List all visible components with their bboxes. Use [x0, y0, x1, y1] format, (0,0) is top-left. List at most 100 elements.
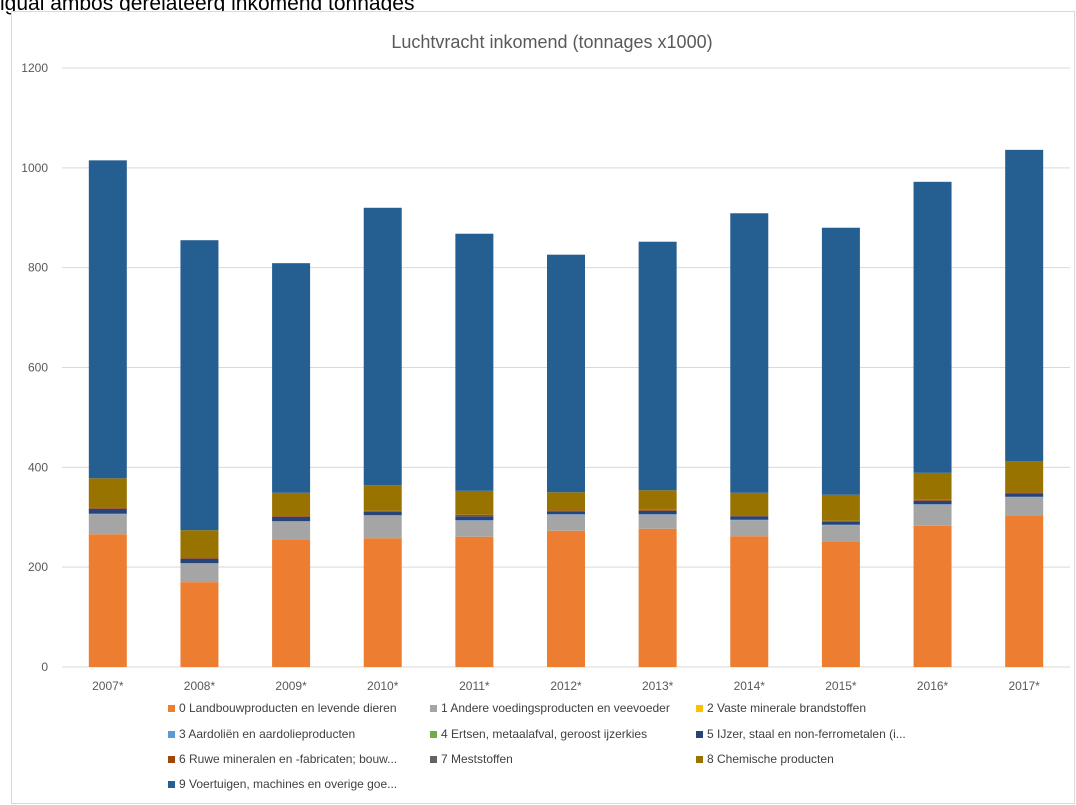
x-tick-label: 2013*	[642, 679, 674, 693]
legend-swatch	[696, 704, 703, 712]
bar-segment-2010-s8	[363, 485, 402, 511]
legend-swatch	[696, 730, 703, 738]
chart-svg: Luchtvracht inkomend (tonnages x1000) 0 2…	[21, 32, 1070, 693]
bar-segment-2011-s5	[455, 516, 494, 521]
legend-label: 3 Aardoliën en aardolieproducten	[179, 727, 356, 741]
bar-segment-2016-s5	[913, 500, 952, 505]
bar-segment-2008-s1	[180, 563, 219, 583]
bar-segment-2012-s8	[547, 492, 585, 511]
y-tick-label: 400	[28, 460, 48, 474]
legend-label: 9 Voertuigen, machines en overige goe...	[179, 777, 398, 791]
bar-segment-2008-s5	[180, 558, 219, 564]
bar-segment-2015-s8	[821, 494, 860, 521]
bar-segment-2016-s0	[913, 525, 952, 667]
bar-segment-2009-s8	[272, 492, 311, 516]
bar-segment-2016-s6	[913, 499, 952, 501]
bar-segment-2015-s1	[821, 525, 860, 542]
bar-segment-2010-s1	[363, 515, 402, 539]
bar-segment-2013-s8	[638, 490, 677, 510]
bar-segment-2016-s8	[913, 472, 952, 500]
bar-segment-2017-s9	[1005, 149, 1044, 462]
bar-segment-2011-s9	[455, 233, 494, 491]
bar-segment-2015-s6	[821, 520, 860, 522]
legend-label: 0 Landbouwproducten en levende dieren	[179, 701, 397, 715]
bar-segment-2012-s9	[547, 254, 585, 493]
bar-segment-2015-s9	[821, 227, 860, 495]
bar-segment-2009-s5	[272, 516, 311, 522]
legend-swatch	[168, 780, 175, 788]
bar-segment-2007-s9	[88, 160, 127, 479]
bar-segment-2008-s6	[180, 557, 219, 559]
bar-segment-2014-s9	[730, 213, 769, 493]
bar-segment-2012-s1	[547, 514, 585, 531]
y-tick-label: 200	[28, 560, 48, 574]
y-tick-label: 600	[28, 361, 48, 375]
x-tick-label: 2017*	[1008, 679, 1040, 693]
bar-segment-2015-s5	[821, 521, 860, 525]
legend-label: 2 Vaste minerale brandstoffen	[707, 701, 866, 715]
bar-segment-2011-s0	[455, 536, 494, 667]
x-tick-label: 2007*	[92, 679, 124, 693]
bar-segment-2010-s0	[363, 538, 402, 667]
legend-swatch	[696, 755, 703, 763]
chart-area: Luchtvracht inkomend (tonnages x1000) 0 2…	[11, 11, 1075, 804]
x-tick-label: 2016*	[917, 679, 949, 693]
x-tick-label: 2009*	[275, 679, 307, 693]
x-tick-label: 2008*	[184, 679, 216, 693]
bar-segment-2007-s5	[88, 508, 127, 514]
legend-label: 5 IJzer, staal en non-ferrometalen (i...	[707, 727, 906, 741]
bar-segment-2013-s5	[638, 510, 677, 515]
bar-segment-2008-s9	[180, 240, 219, 531]
bar-segment-2009-s9	[272, 263, 311, 493]
bar-segment-2012-s0	[547, 530, 585, 667]
legend-item: 0 Landbouwproducten en levende dieren	[168, 700, 397, 716]
bar-segment-2017-s8	[1005, 461, 1044, 493]
y-tick-label: 1000	[21, 161, 48, 175]
bar-segment-2014-s8	[730, 492, 769, 516]
y-tick-label: 0	[41, 660, 48, 674]
legend-item: 6 Ruwe mineralen en -fabricaten; bouw...	[168, 751, 397, 767]
bar-segment-2014-s6	[730, 515, 769, 517]
bar-segment-2011-s6	[455, 514, 494, 517]
bar-segment-2017-s0	[1005, 515, 1044, 667]
legend-swatch	[168, 730, 175, 738]
legend-swatch	[430, 730, 437, 738]
bar-segment-2008-s0	[180, 582, 219, 667]
legend-item: 9 Voertuigen, machines en overige goe...	[168, 776, 397, 792]
bar-segment-2016-s1	[913, 504, 952, 526]
bar-segment-2017-s1	[1005, 497, 1044, 516]
y-axis-ticks: 0 200 400 600 800 1000 1200	[21, 61, 48, 674]
legend-swatch	[430, 704, 437, 712]
bar-segment-2009-s1	[272, 521, 311, 540]
bar-segment-2013-s9	[638, 241, 677, 491]
bar-segment-2016-s9	[913, 181, 952, 473]
x-axis-ticks: 2007* 2008* 2009* 2010* 2011* 2012* 2013* 2014*…	[92, 679, 1040, 693]
legend-item: 4 Ertsen, metaalafval, geroost ijzerkies	[430, 726, 647, 742]
y-tick-label: 800	[28, 261, 48, 275]
bar-segment-2012-s6	[547, 510, 585, 512]
bar-segment-2011-s1	[455, 520, 494, 537]
x-tick-label: 2011*	[459, 679, 490, 693]
x-tick-label: 2015*	[825, 679, 857, 693]
bar-segment-2011-s8	[455, 490, 494, 515]
legend-label: 4 Ertsen, metaalafval, geroost ijzerkies	[441, 727, 648, 741]
y-tick-label: 1200	[21, 61, 48, 75]
legend-item: 3 Aardoliën en aardolieproducten	[168, 726, 355, 742]
chart-title: Luchtvracht inkomend (tonnages x1000)	[391, 32, 712, 52]
bar-segment-2012-s5	[547, 511, 585, 515]
legend-item: 8 Chemische producten	[696, 751, 834, 767]
legend-swatch	[168, 755, 175, 763]
bar-segment-2008-s8	[180, 530, 219, 558]
bar-segment-2010-s5	[363, 511, 402, 516]
bar-segment-2010-s9	[363, 207, 402, 486]
bar-segment-2007-s0	[88, 534, 127, 667]
x-tick-label: 2012*	[550, 679, 582, 693]
bar-segment-2017-s6	[1005, 492, 1044, 494]
bar-segment-2007-s1	[88, 514, 127, 535]
bar-segment-2007-s6	[88, 507, 127, 509]
bar-segment-2014-s1	[730, 520, 769, 537]
legend-swatch	[168, 704, 175, 712]
legend-label: 8 Chemische producten	[707, 752, 834, 766]
bar-segment-2014-s5	[730, 516, 769, 520]
x-tick-label: 2010*	[367, 679, 399, 693]
